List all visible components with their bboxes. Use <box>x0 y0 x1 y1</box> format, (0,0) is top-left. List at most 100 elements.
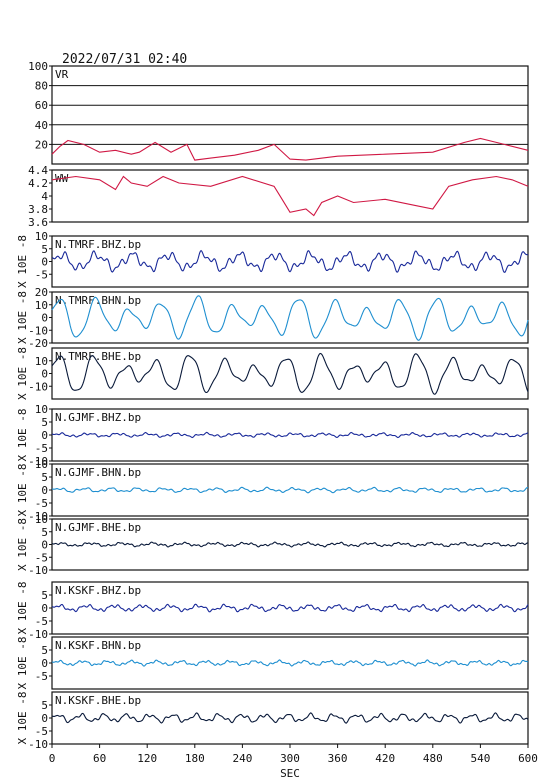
y-tick-label: 100 <box>28 60 48 73</box>
y-tick-label: 4 <box>41 190 48 203</box>
y-tick-label: 5 <box>41 471 48 484</box>
y-tick-label: -10 <box>28 324 48 337</box>
y-axis-label: X 10E -8 <box>16 692 29 745</box>
y-tick-label: -10 <box>28 510 48 523</box>
x-tick-label: 420 <box>375 752 395 765</box>
series-label: VR <box>55 68 69 81</box>
y-tick-label: 0 <box>41 712 48 725</box>
y-tick-label: -10 <box>28 455 48 468</box>
x-tick-label: 120 <box>137 752 157 765</box>
y-axis-label: X 10E -8 <box>16 637 29 690</box>
y-tick-label: -10 <box>28 738 48 751</box>
panel-frame <box>51 169 529 223</box>
y-tick-label: -10 <box>28 380 48 393</box>
series-line-n-kskf-bhn-bp <box>51 659 529 667</box>
y-tick-label: -20 <box>28 337 48 350</box>
series-line-n-tmrf-bhz-bp <box>51 249 529 273</box>
y-tick-label: 0 <box>41 429 48 442</box>
y-tick-label: -5 <box>35 615 48 628</box>
y-tick-label: 5 <box>41 416 48 429</box>
chart-title: 2022/07/31 02:40 <box>62 52 187 67</box>
y-tick-label: 3.8 <box>28 203 48 216</box>
y-tick-label: 0 <box>41 484 48 497</box>
y-tick-label: 20 <box>35 286 48 299</box>
y-tick-label: 40 <box>35 119 48 132</box>
y-axis-label: X 10E -8 <box>16 409 29 462</box>
x-tick-label: 480 <box>423 752 443 765</box>
y-tick-label: 0 <box>41 602 48 615</box>
y-tick-label: -5 <box>35 268 48 281</box>
panel-n-kskf-bhn-bp: -505 X 10E -8 N.KSKF.BHN.bp <box>16 636 529 690</box>
x-axis-label: SEC <box>280 767 300 780</box>
y-tick-label: 5 <box>41 589 48 602</box>
series-label: N.GJMF.BHN.bp <box>55 466 141 479</box>
panel-n-kskf-bhe-bp: -10-505 X 10E -8 N.KSKF.BHE.bp <box>16 691 529 751</box>
y-tick-label: 10 <box>35 513 48 526</box>
panel-vr: 20 40 60 80 100 VR <box>28 60 529 165</box>
x-tick-label: 0 <box>49 752 56 765</box>
x-tick-label: 60 <box>93 752 106 765</box>
y-tick-label: 5 <box>41 644 48 657</box>
y-tick-label: -5 <box>35 670 48 683</box>
y-tick-label: -10 <box>28 564 48 577</box>
x-tick-label: 180 <box>185 752 205 765</box>
y-tick-label: 4.4 <box>28 164 48 177</box>
y-tick-label: -5 <box>35 497 48 510</box>
y-tick-label: 0 <box>41 256 48 269</box>
y-axis-label: X 10E -8 <box>16 582 29 635</box>
series-label: N.KSKF.BHE.bp <box>55 694 141 707</box>
series-line-n-gjmf-bhz-bp <box>51 431 529 439</box>
x-tick-label: 360 <box>328 752 348 765</box>
y-tick-label: 10 <box>35 458 48 471</box>
y-tick-label: 60 <box>35 99 48 112</box>
series-label: N.GJMF.BHE.bp <box>55 521 141 534</box>
y-tick-label: 20 <box>35 138 48 151</box>
x-tick-label: 300 <box>280 752 300 765</box>
y-tick-label: 10 <box>35 230 48 243</box>
x-tick-label: 600 <box>518 752 538 765</box>
y-tick-label: 3.6 <box>28 216 48 229</box>
series-line-ww <box>51 175 529 217</box>
y-tick-label: 10 <box>35 355 48 368</box>
series-line-n-kskf-bhe-bp <box>51 712 529 724</box>
y-tick-label: -5 <box>35 551 48 564</box>
y-tick-label: 0 <box>41 657 48 670</box>
panel-n-kskf-bhz-bp: -10-505 X 10E -8 N.KSKF.BHZ.bp <box>16 581 529 641</box>
series-line-n-tmrf-bhe-bp <box>51 352 529 395</box>
y-tick-label: 0 <box>41 312 48 325</box>
x-tick-label: 540 <box>470 752 490 765</box>
y-tick-label: -5 <box>35 725 48 738</box>
series-label: N.TMRF.BHZ.bp <box>55 238 141 251</box>
y-tick-label: 0 <box>41 368 48 381</box>
y-axis-label: X 10E -8 <box>16 291 29 344</box>
y-tick-label: 10 <box>35 403 48 416</box>
y-tick-label: 5 <box>41 243 48 256</box>
series-label: N.TMRF.BHE.bp <box>55 350 141 363</box>
y-axis-label: X 10E -8 <box>16 235 29 288</box>
series-label: N.KSKF.BHN.bp <box>55 639 141 652</box>
y-tick-label: 5 <box>41 699 48 712</box>
y-axis-label: X 10E -8 <box>16 347 29 400</box>
y-tick-label: 4.2 <box>28 177 48 190</box>
series-label: N.KSKF.BHZ.bp <box>55 584 141 597</box>
series-line-n-gjmf-bhn-bp <box>51 486 528 494</box>
y-axis-label: X 10E -8 <box>16 518 29 571</box>
y-tick-label: -10 <box>28 628 48 641</box>
y-tick-label: -5 <box>35 442 48 455</box>
y-tick-label: 80 <box>35 80 48 93</box>
panel-frame <box>51 65 529 165</box>
series-line-n-tmrf-bhn-bp <box>51 295 529 341</box>
series-label: N.GJMF.BHZ.bp <box>55 411 141 424</box>
series-line-n-kskf-bhz-bp <box>51 603 529 613</box>
x-axis: 0 60 120 180 240 300 360 420 480 540 600 <box>49 744 538 765</box>
x-tick-label: 240 <box>232 752 252 765</box>
y-axis-label: X 10E -8 <box>16 464 29 517</box>
